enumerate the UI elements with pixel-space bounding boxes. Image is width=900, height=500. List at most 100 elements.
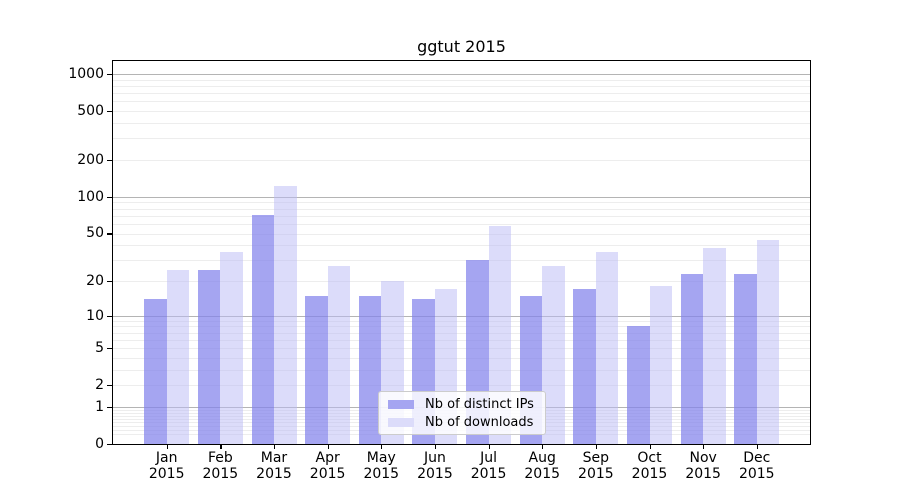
bar-downloads-apr	[327, 265, 351, 444]
x-tick-label-jun: Jun 2015	[417, 450, 453, 482]
legend-swatch-downloads	[388, 417, 414, 427]
legend-row-downloads: Nb of downloads	[388, 415, 545, 430]
gridline-500	[113, 111, 810, 113]
bar-ips-nov	[680, 273, 704, 444]
legend-row-ips: Nb of distinct IPs	[388, 397, 545, 412]
y-tick-label-1000: 1000	[68, 66, 104, 83]
legend-swatch-ips	[388, 399, 414, 409]
plot-area: Nb of distinct IPs Nb of downloads	[112, 60, 811, 445]
legend-label-downloads: Nb of downloads	[425, 414, 534, 430]
bar-downloads-dec	[756, 240, 780, 444]
x-tick-label-nov: Nov 2015	[685, 450, 721, 482]
gridline-100	[113, 196, 810, 198]
y-tick-label-100: 100	[77, 188, 104, 205]
bar-ips-mar	[251, 215, 274, 444]
bar-downloads-jul	[488, 225, 512, 444]
bar-downloads-feb	[220, 252, 243, 444]
y-tick-label-500: 500	[77, 103, 104, 120]
x-tick-label-jul: Jul 2015	[470, 450, 507, 482]
gridline-5	[113, 348, 810, 350]
y-tick-mark-1	[107, 406, 113, 409]
y-tick-mark-2	[107, 385, 113, 387]
gridline-70	[113, 215, 810, 217]
x-tick-label-apr: Apr 2015	[309, 450, 346, 482]
y-tick-label-2: 2	[95, 377, 104, 394]
gridline-600	[113, 101, 810, 103]
x-tick-mark-oct	[649, 444, 651, 449]
y-tick-mark-1000	[107, 74, 113, 76]
gridline-40	[113, 245, 810, 247]
bar-downloads-sep	[595, 252, 619, 444]
x-tick-mark-sep	[595, 444, 598, 449]
gridline-700	[113, 93, 810, 95]
x-tick-mark-jul	[488, 444, 490, 449]
bar-ips-feb	[197, 269, 221, 444]
y-tick-label-0: 0	[95, 436, 104, 452]
gridline-8	[113, 326, 810, 328]
bar-ips-oct	[627, 326, 650, 444]
chart-title: ggtut 2015	[417, 37, 506, 56]
gridline-1000	[113, 74, 810, 75]
gridline-60	[113, 223, 810, 225]
gridline-900	[113, 79, 810, 81]
bar-downloads-nov	[703, 247, 726, 444]
x-tick-label-jan: Jan 2015	[148, 450, 185, 482]
gridline-3	[113, 369, 810, 371]
gridline-20	[113, 281, 810, 282]
gridline-10	[113, 315, 810, 317]
gridline-800	[113, 86, 810, 87]
x-tick-mark-jan	[166, 444, 168, 449]
bar-ips-dec	[734, 273, 757, 444]
x-tick-label-feb: Feb 2015	[202, 450, 239, 482]
bar-ips-apr	[305, 295, 328, 444]
y-tick-label-10: 10	[86, 307, 104, 324]
y-tick-label-50: 50	[86, 225, 104, 242]
y-tick-label-1: 1	[95, 398, 104, 415]
x-tick-mark-apr	[327, 444, 329, 449]
gridline-80	[113, 208, 810, 210]
y-tick-mark-50	[107, 233, 113, 235]
y-tick-mark-200	[107, 160, 113, 162]
gridline-50	[113, 233, 810, 235]
x-tick-label-sep: Sep 2015	[578, 450, 614, 482]
x-tick-mark-may	[381, 444, 383, 449]
y-tick-mark-10	[107, 315, 113, 317]
gridline-200	[113, 160, 810, 161]
bar-ips-sep	[573, 289, 596, 444]
gridline-2	[113, 385, 810, 387]
x-tick-label-mar: Mar 2015	[256, 450, 292, 482]
gridline-30	[113, 260, 810, 262]
gridline-6	[113, 339, 810, 341]
bar-downloads-aug	[542, 265, 565, 444]
legend: Nb of distinct IPs Nb of downloads	[378, 391, 546, 435]
x-tick-mark-feb	[220, 444, 222, 449]
bar-downloads-oct	[649, 286, 672, 444]
legend-label-ips: Nb of distinct IPs	[425, 396, 534, 412]
x-tick-mark-jun	[434, 444, 437, 449]
y-tick-mark-0	[107, 444, 113, 446]
x-tick-label-dec: Dec 2015	[738, 450, 775, 482]
gridline-90	[113, 202, 810, 204]
y-tick-mark-500	[107, 111, 113, 113]
y-tick-mark-100	[107, 196, 113, 199]
bar-ips-may	[358, 295, 382, 444]
x-tick-label-oct: Oct 2015	[631, 450, 668, 482]
x-tick-mark-mar	[273, 444, 276, 449]
x-tick-mark-aug	[542, 444, 544, 449]
gridline-300	[113, 138, 810, 140]
y-tick-label-5: 5	[95, 340, 104, 357]
x-tick-label-aug: Aug 2015	[524, 450, 561, 482]
gridline-400	[113, 123, 810, 124]
gridline-4	[113, 357, 810, 359]
y-tick-mark-20	[107, 280, 113, 283]
y-tick-mark-5	[107, 348, 113, 350]
bar-downloads-jan	[166, 269, 190, 444]
gridline-9	[113, 320, 810, 322]
y-tick-label-20: 20	[86, 272, 104, 289]
bar-ips-jan	[144, 299, 167, 444]
bar-downloads-mar	[274, 186, 297, 444]
x-tick-mark-nov	[703, 444, 705, 449]
x-tick-mark-dec	[756, 444, 758, 449]
y-tick-label-200: 200	[77, 152, 104, 168]
